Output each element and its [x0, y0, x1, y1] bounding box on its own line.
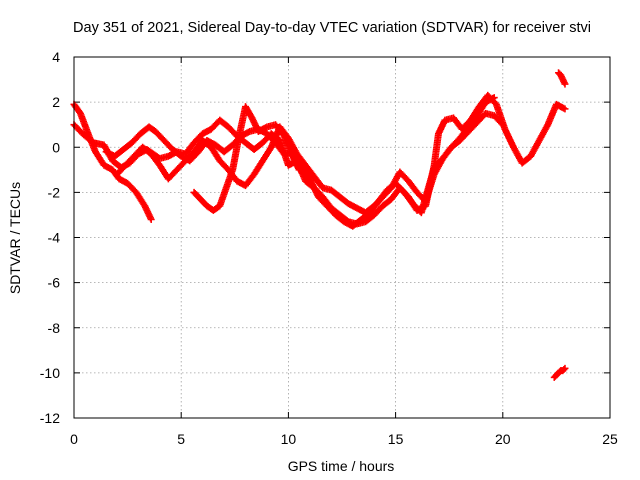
series-track-6 — [555, 69, 569, 88]
x-tick-label: 5 — [177, 431, 185, 447]
y-tick-label: -12 — [40, 410, 60, 426]
grid-lines — [74, 57, 610, 418]
series-track-1 — [70, 100, 155, 223]
series-track-5 — [190, 103, 303, 214]
y-tick-label: -8 — [48, 320, 61, 336]
series-track-4 — [113, 94, 498, 217]
plot-frame — [73, 56, 611, 419]
y-tick-label: -4 — [48, 230, 61, 246]
y-tick-label: -10 — [40, 365, 60, 381]
x-tick-label: 0 — [70, 431, 78, 447]
x-axis-label: GPS time / hours — [288, 458, 395, 474]
y-axis-label: SDTVAR / TECUs — [7, 182, 23, 294]
x-tick-label: 25 — [602, 431, 618, 447]
data-points — [70, 69, 569, 381]
y-tick-label: 0 — [52, 139, 60, 155]
chart-title: Day 351 of 2021, Sidereal Day-to-day VTE… — [73, 20, 591, 36]
y-tick-label: -6 — [48, 275, 61, 291]
y-tick-label: 2 — [52, 94, 60, 110]
series-track-7 — [550, 364, 569, 381]
y-tick-label: -2 — [48, 184, 61, 200]
x-tick-label: 10 — [281, 431, 297, 447]
x-tick-label: 15 — [388, 431, 404, 447]
x-tick-label: 20 — [495, 431, 511, 447]
y-tick-label: 4 — [52, 49, 60, 65]
